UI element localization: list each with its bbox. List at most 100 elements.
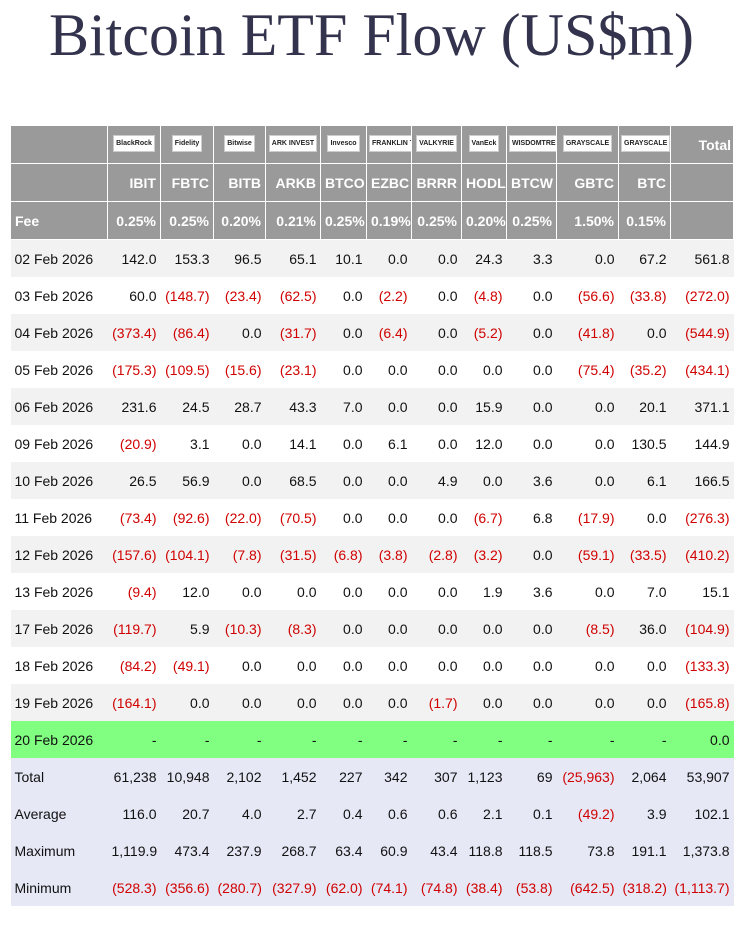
logo-row: BlackRock Fidelity Bitwise ARK INVEST Invesc… bbox=[10, 125, 734, 164]
row-label: 04 Feb 2026 bbox=[10, 314, 108, 351]
total-header: Total bbox=[670, 125, 734, 164]
row-label: 17 Feb 2026 bbox=[10, 610, 108, 647]
flow-value: (75.4) bbox=[556, 351, 619, 388]
flow-value: (410.2) bbox=[670, 536, 734, 573]
ticker: IBIT bbox=[107, 163, 161, 202]
fee: 1.50% bbox=[556, 201, 619, 240]
flow-value: 0.0 bbox=[411, 239, 462, 277]
summary-row: Maximum 1,119.9 473.4 237.9 268.7 63.4 60.9 43.… bbox=[10, 832, 734, 869]
flow-value: 10.1 bbox=[320, 239, 367, 277]
fee-label: Fee bbox=[10, 201, 108, 240]
flow-value: 20.1 bbox=[618, 388, 671, 425]
flow-value: 2,064 bbox=[618, 758, 671, 795]
fee: 0.21% bbox=[265, 201, 321, 240]
flow-value: 227 bbox=[320, 758, 367, 795]
flow-value: 0.0 bbox=[556, 388, 619, 425]
flow-value: 0.0 bbox=[411, 388, 462, 425]
flow-value: 0.0 bbox=[320, 277, 367, 314]
daily-row: 13 Feb 2026 (9.4) 12.0 0.0 0.0 0.0 0.0 0.0 1.9 3.… bbox=[10, 573, 734, 610]
flow-value: (272.0) bbox=[670, 277, 734, 314]
ticker: BTCO bbox=[320, 163, 367, 202]
flow-value: 307 bbox=[411, 758, 462, 795]
flow-value: 12.0 bbox=[461, 425, 507, 462]
flow-value: 0.0 bbox=[160, 684, 214, 721]
flow-value: 371.1 bbox=[670, 388, 734, 425]
flow-value: 3.1 bbox=[160, 425, 214, 462]
flow-value: 116.0 bbox=[107, 795, 161, 832]
ticker: BTCW bbox=[506, 163, 557, 202]
ticker: BITB bbox=[213, 163, 266, 202]
flow-value: (157.6) bbox=[107, 536, 161, 573]
flow-value: (3.2) bbox=[461, 536, 507, 573]
flow-value: 24.5 bbox=[160, 388, 214, 425]
row-label: 13 Feb 2026 bbox=[10, 573, 108, 610]
flow-value: - bbox=[213, 721, 266, 758]
flow-value: (92.6) bbox=[160, 499, 214, 536]
flow-value: (3.8) bbox=[366, 536, 412, 573]
daily-row: 05 Feb 2026 (175.3) (109.5) (15.6) (23.1) 0.0… bbox=[10, 351, 734, 388]
flow-value: (33.8) bbox=[618, 277, 671, 314]
flow-value: 7.0 bbox=[320, 388, 367, 425]
flow-value: 0.0 bbox=[366, 388, 412, 425]
issuer-logo: GRAYSCALE bbox=[621, 134, 670, 152]
flow-value: (70.5) bbox=[265, 499, 321, 536]
flow-value: 43.4 bbox=[411, 832, 462, 869]
flow-value: (148.7) bbox=[160, 277, 214, 314]
flow-value: 153.3 bbox=[160, 239, 214, 277]
flow-value: 26.5 bbox=[107, 462, 161, 499]
flow-value: 0.0 bbox=[618, 499, 671, 536]
flow-value: (104.9) bbox=[670, 610, 734, 647]
ticker: BRRR bbox=[411, 163, 462, 202]
flow-value: 0.0 bbox=[411, 647, 462, 684]
flow-value: 0.0 bbox=[320, 425, 367, 462]
flow-value: (25,963) bbox=[556, 758, 619, 795]
flow-value: (7.8) bbox=[213, 536, 266, 573]
flow-value: 12.0 bbox=[160, 573, 214, 610]
logo-cell: WISDOMTREE bbox=[506, 125, 557, 164]
flow-value: 15.1 bbox=[670, 573, 734, 610]
flow-value: 43.3 bbox=[265, 388, 321, 425]
row-label: 10 Feb 2026 bbox=[10, 462, 108, 499]
flow-value: 0.0 bbox=[411, 277, 462, 314]
flow-value: 0.0 bbox=[366, 684, 412, 721]
flow-value: 36.0 bbox=[618, 610, 671, 647]
flow-value: (38.4) bbox=[461, 869, 507, 906]
daily-row: 03 Feb 2026 60.0 (148.7) (23.4) (62.5) 0.0 (2.… bbox=[10, 277, 734, 314]
flow-value: (49.2) bbox=[556, 795, 619, 832]
flow-value: 561.8 bbox=[670, 239, 734, 277]
flow-value: 6.1 bbox=[618, 462, 671, 499]
flow-value: 0.0 bbox=[213, 573, 266, 610]
ticker: GBTC bbox=[556, 163, 619, 202]
fee: 0.25% bbox=[506, 201, 557, 240]
issuer-logo: BlackRock bbox=[113, 134, 155, 152]
row-label: 05 Feb 2026 bbox=[10, 351, 108, 388]
logo-cell: FRANKLIN TEMPLETON bbox=[366, 125, 412, 164]
logo-cell: GRAYSCALE bbox=[618, 125, 671, 164]
flow-value: 53,907 bbox=[670, 758, 734, 795]
flow-value: 102.1 bbox=[670, 795, 734, 832]
flow-value: (23.4) bbox=[213, 277, 266, 314]
empty-cell bbox=[670, 201, 734, 240]
flow-value: 0.0 bbox=[506, 536, 557, 573]
flow-value: - bbox=[366, 721, 412, 758]
flow-value: 0.0 bbox=[461, 684, 507, 721]
flow-value: (1.7) bbox=[411, 684, 462, 721]
flow-value: (10.3) bbox=[213, 610, 266, 647]
flow-value: 231.6 bbox=[107, 388, 161, 425]
flow-value: 56.9 bbox=[160, 462, 214, 499]
flow-value: 118.8 bbox=[461, 832, 507, 869]
flow-value: 96.5 bbox=[213, 239, 266, 277]
flow-value: 0.0 bbox=[506, 314, 557, 351]
row-label: Total bbox=[10, 758, 108, 795]
flow-value: (373.4) bbox=[107, 314, 161, 351]
flow-value: 130.5 bbox=[618, 425, 671, 462]
flow-value: 0.0 bbox=[213, 684, 266, 721]
flow-value: 0.4 bbox=[320, 795, 367, 832]
flow-value: 0.0 bbox=[213, 462, 266, 499]
summary-row: Total 61,238 10,948 2,102 1,452 227 342 307 1,12… bbox=[10, 758, 734, 795]
flow-value: - bbox=[160, 721, 214, 758]
flow-value: 0.0 bbox=[265, 647, 321, 684]
flow-value: (5.2) bbox=[461, 314, 507, 351]
flow-value: - bbox=[556, 721, 619, 758]
flow-value: 0.0 bbox=[461, 610, 507, 647]
